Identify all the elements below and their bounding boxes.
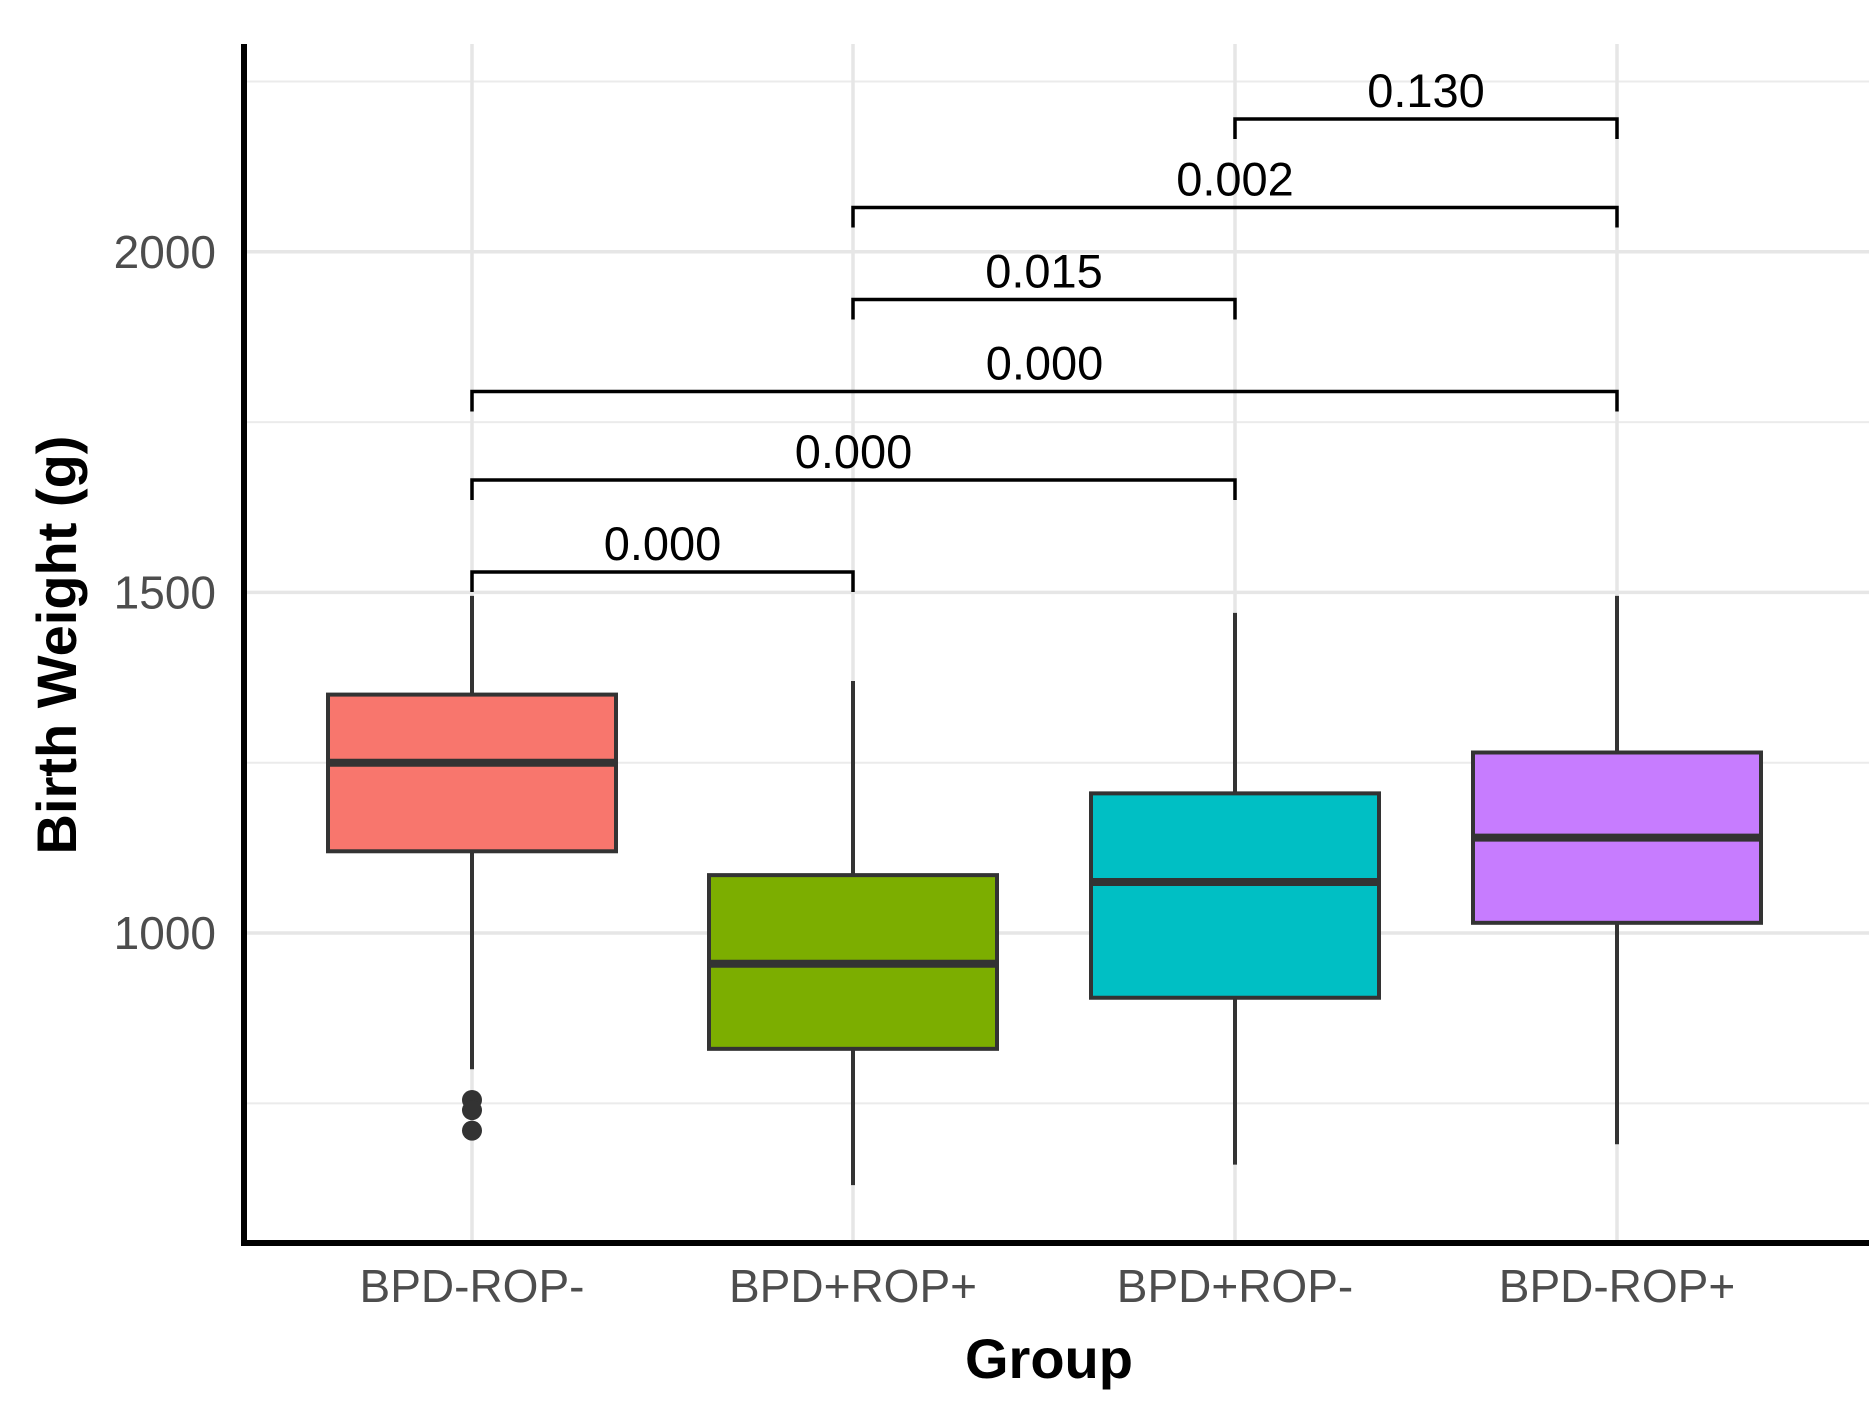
p-value-label: 0.015 [985, 244, 1103, 297]
comparison-bracket: 0.130 [1233, 64, 1619, 139]
x-tick-label: BPD+ROP- [1117, 1260, 1353, 1312]
bracket-line [851, 205, 1619, 228]
boxes [326, 595, 1763, 1186]
x-axis-title: Group [965, 1327, 1133, 1390]
gridlines [244, 44, 1869, 1243]
comparison-brackets: 0.000 0.000 0.000 0.015 0.002 0.130 [470, 64, 1619, 592]
y-tick-label: 2000 [114, 226, 216, 278]
x-tick-label: BPD-ROP+ [1499, 1260, 1735, 1312]
bracket-line [851, 297, 1237, 320]
tick-labels: 1000 1500 2000 BPD-ROP- BPD+ROP+ BPD+ROP- BPD-… [114, 226, 1736, 1312]
x-tick-label: BPD-ROP- [360, 1260, 585, 1312]
bracket-line [470, 478, 1237, 500]
bracket-line [1233, 117, 1619, 139]
box-BPD-ROP- [326, 595, 618, 1141]
bracket-line [470, 570, 855, 592]
box-BPD+ROP- [1089, 612, 1381, 1165]
p-value-label: 0.000 [795, 425, 913, 478]
comparison-bracket: 0.000 [470, 517, 855, 592]
p-value-label: 0.000 [986, 336, 1104, 389]
comparison-bracket: 0.000 [470, 425, 1237, 500]
bracket-line [470, 389, 1619, 412]
comparison-bracket: 0.002 [851, 153, 1619, 228]
y-tick-label: 1500 [114, 566, 216, 618]
iqr-box [1089, 791, 1381, 1000]
box-BPD+ROP+ [707, 680, 999, 1186]
outlier-point [462, 1100, 482, 1121]
y-tick-label: 1000 [114, 907, 216, 959]
comparison-bracket: 0.015 [851, 244, 1237, 320]
y-axis-title: Birth Weight (g) [25, 436, 88, 855]
box-BPD-ROP+ [1471, 595, 1763, 1145]
outlier-point [462, 1120, 482, 1141]
x-tick-label: BPD+ROP+ [729, 1260, 977, 1312]
axes [241, 44, 1869, 1246]
p-value-label: 0.002 [1176, 153, 1294, 206]
p-value-label: 0.130 [1367, 64, 1485, 117]
iqr-box [326, 692, 618, 854]
comparison-bracket: 0.000 [470, 336, 1619, 412]
p-value-label: 0.000 [604, 517, 722, 570]
